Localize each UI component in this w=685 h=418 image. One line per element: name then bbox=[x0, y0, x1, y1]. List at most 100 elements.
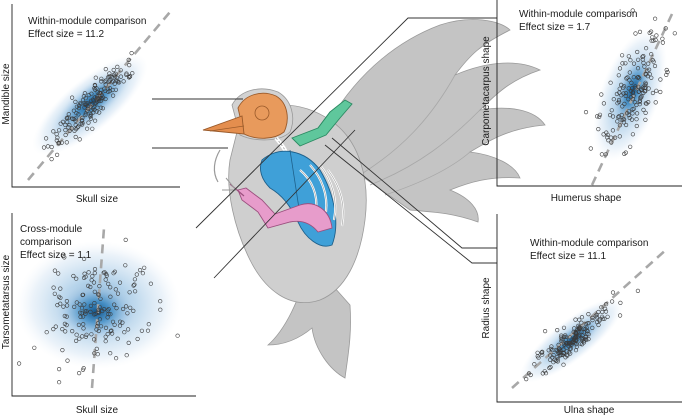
scatter-point bbox=[579, 329, 584, 335]
scatter-point bbox=[108, 285, 113, 290]
scatter-point bbox=[557, 346, 562, 351]
scatter-point bbox=[131, 283, 136, 288]
scatter-point bbox=[605, 132, 610, 137]
bird-wing bbox=[329, 19, 546, 223]
scatter-point bbox=[576, 323, 581, 329]
scatter-point bbox=[83, 334, 88, 339]
scatter-point bbox=[63, 128, 68, 133]
scatter-point bbox=[142, 265, 147, 270]
scatter-point bbox=[91, 337, 97, 342]
scatter-point bbox=[660, 36, 665, 41]
scatter-point bbox=[113, 356, 119, 361]
scatter-point bbox=[586, 312, 591, 317]
panel1-title-line1: Within-module comparison bbox=[28, 16, 146, 27]
scatter-point bbox=[94, 99, 100, 104]
scatter-point bbox=[646, 61, 651, 66]
scatter-point bbox=[640, 85, 645, 90]
scatter-point bbox=[98, 91, 104, 96]
scatter-point bbox=[550, 348, 555, 353]
scatter-point bbox=[114, 78, 119, 83]
scatter-point bbox=[636, 89, 642, 94]
scatter-point bbox=[77, 336, 82, 341]
scatter-point bbox=[599, 92, 604, 97]
scatter-point bbox=[637, 99, 642, 104]
scatter-point bbox=[552, 357, 557, 362]
scatter-point bbox=[611, 97, 616, 102]
scatter-point bbox=[62, 255, 67, 260]
scatter-point bbox=[94, 94, 100, 99]
scatter-point bbox=[63, 122, 68, 128]
scatter-point bbox=[627, 70, 632, 75]
scatter-point bbox=[89, 278, 94, 283]
scatter-point bbox=[624, 76, 629, 81]
scatter-point bbox=[73, 127, 79, 132]
scatter-point bbox=[635, 288, 641, 294]
scatter-point bbox=[121, 79, 126, 84]
scatter-point bbox=[635, 49, 640, 55]
scatter-point bbox=[649, 52, 654, 57]
scatter-point bbox=[665, 69, 670, 75]
scatter-point bbox=[555, 328, 560, 333]
scatter-point bbox=[616, 99, 622, 104]
scatter-point bbox=[61, 304, 66, 309]
scatter-point bbox=[56, 367, 62, 372]
scatter-point bbox=[623, 61, 628, 66]
scatter-point bbox=[92, 267, 98, 272]
scatter-point bbox=[126, 57, 131, 63]
scatter-point bbox=[148, 281, 153, 286]
scatter-point bbox=[568, 351, 573, 356]
scatter-point bbox=[568, 346, 574, 351]
scatter-point bbox=[52, 268, 58, 273]
scatter-point bbox=[62, 313, 67, 319]
scatter-point bbox=[112, 269, 117, 274]
scatter-point bbox=[132, 277, 137, 282]
scatter-point bbox=[52, 291, 57, 296]
scatter-point bbox=[117, 280, 123, 285]
scatter-point bbox=[567, 341, 572, 347]
scatter-point bbox=[567, 335, 573, 340]
scatter-point bbox=[105, 332, 110, 337]
scatter-point bbox=[80, 115, 85, 120]
scatter-point bbox=[158, 299, 163, 304]
scatter-point bbox=[94, 327, 99, 332]
fit-line bbox=[511, 247, 669, 389]
scatter-point bbox=[636, 74, 641, 80]
scatter-point bbox=[56, 271, 61, 276]
scatter-point bbox=[145, 328, 151, 333]
scatter-point bbox=[622, 101, 627, 106]
scatter-point bbox=[601, 101, 607, 106]
scatter-point bbox=[634, 111, 640, 116]
scatter-point bbox=[65, 115, 70, 120]
scatter-point bbox=[118, 68, 123, 73]
panel3-xlabel: Skull size bbox=[76, 405, 119, 416]
scatter-point bbox=[573, 333, 579, 338]
scatter-point bbox=[60, 119, 66, 124]
scatter-point bbox=[88, 284, 93, 290]
panel2-title-line2: Effect size = 1.7 bbox=[519, 22, 591, 33]
scatter-point bbox=[51, 129, 56, 134]
scatter-point bbox=[97, 317, 102, 322]
scatter-point bbox=[64, 314, 69, 319]
scatter-point bbox=[643, 101, 648, 106]
scatter-point bbox=[73, 99, 78, 104]
scatter-point bbox=[548, 353, 553, 358]
scatter-point bbox=[664, 67, 669, 73]
scatter-point bbox=[79, 122, 85, 127]
scatter-point bbox=[651, 59, 656, 64]
scatter-point bbox=[99, 76, 104, 81]
scatter-point bbox=[102, 86, 107, 91]
scatter-point bbox=[97, 110, 102, 115]
scatter-point bbox=[41, 145, 47, 150]
scatter-point bbox=[640, 54, 645, 59]
scatter-point bbox=[635, 57, 641, 62]
scatter-point bbox=[93, 311, 98, 316]
scatter-point bbox=[92, 118, 98, 123]
scatter-point bbox=[95, 97, 100, 102]
scatter-point bbox=[650, 90, 656, 96]
scatter-point bbox=[117, 319, 123, 324]
scatter-point bbox=[90, 126, 95, 131]
scatter-point bbox=[597, 114, 602, 119]
scatter-point bbox=[79, 311, 84, 316]
scatter-point bbox=[73, 122, 78, 128]
